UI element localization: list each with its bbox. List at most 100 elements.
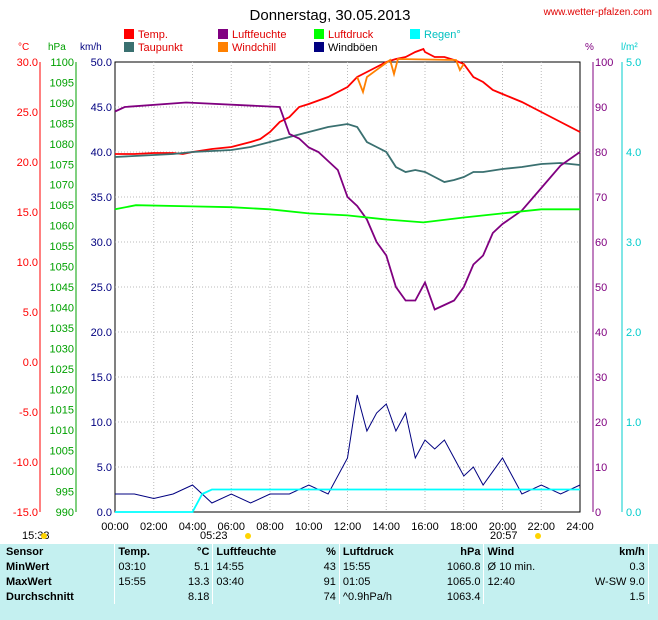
series-layer	[114, 47, 581, 513]
source-link[interactable]: www.wetter-pfalzen.com	[543, 7, 652, 18]
legend-label: Windchill	[232, 42, 276, 54]
time-tick-label: 22:00	[527, 521, 555, 533]
pct-tick-label: 40	[595, 327, 607, 339]
legend-swatch	[410, 29, 420, 39]
time-tick-label: 08:00	[256, 521, 284, 533]
pct-tick-label: 60	[595, 237, 607, 249]
kmh-tick-label: 0.0	[97, 507, 112, 519]
pct-tick-label: 80	[595, 147, 607, 159]
spacer-cell	[647, 559, 658, 574]
hpa-tick-label: 1100	[50, 57, 74, 69]
hum-value: 91	[323, 575, 336, 588]
pct-tick-label: 70	[595, 192, 607, 204]
hpa-tick-label: 990	[56, 507, 74, 519]
press-time: 15:55	[338, 559, 425, 574]
hpa-tick-label: 1040	[50, 302, 74, 314]
legend-label: Windböen	[328, 42, 378, 54]
time-tick-label: 10:00	[295, 521, 323, 533]
hpa-tick-label: 995	[56, 487, 74, 499]
celsius-tick-label: 0.0	[23, 357, 38, 369]
kmh-tick-label: 45.0	[91, 102, 112, 114]
celsius-tick-label: -15.0	[13, 507, 38, 519]
celsius-tick-label: 30.0	[17, 57, 38, 69]
legend-label: Regen°	[424, 29, 461, 41]
stats-panel: Sensor Temp. °C Luftfeuchte % Luftdruck …	[0, 544, 658, 620]
spacer-cell	[647, 544, 658, 559]
hpa-tick-label: 1020	[50, 384, 74, 396]
kmh-tick-label: 35.0	[91, 192, 112, 204]
series-line-windchill	[356, 58, 465, 95]
legend-swatch	[218, 42, 228, 52]
hpa-tick-label: 1030	[50, 343, 74, 355]
sun-time-label: 15:33	[22, 530, 50, 542]
wind-header: Wind	[483, 544, 565, 559]
legend-label: Taupunkt	[138, 42, 183, 54]
hpa-tick-label: 1065	[50, 200, 74, 212]
pct-tick-label: 50	[595, 282, 607, 294]
stats-row: Durchschnitt 8.18 74 ^0.9hPa/h 1063.4 1.…	[0, 589, 658, 604]
hpa-tick-label: 1035	[50, 323, 74, 335]
hpa-tick-label: 1075	[50, 159, 74, 171]
legend-swatch	[218, 29, 228, 39]
legend-swatch	[124, 29, 134, 39]
series-line-windben	[115, 394, 581, 504]
pct-tick-label: 100	[595, 57, 613, 69]
hpa-tick-label: 1090	[50, 98, 74, 110]
celsius-tick-label: 15.0	[17, 207, 38, 219]
spacer-cell	[647, 574, 658, 589]
press-value: 1060.8	[446, 560, 481, 573]
legend-swatch	[314, 42, 324, 52]
hpa-tick-label: 1005	[50, 446, 74, 458]
temp-time: 15:55	[114, 574, 172, 589]
axis-ticks: 30.0 25.0 20.0 15.0 10.0 5.0 0.0 -5.0 -10.0 -15.0…	[13, 57, 641, 533]
hum-header: Luftfeuchte	[212, 544, 312, 559]
pct-tick-label: 30	[595, 372, 607, 384]
time-tick-label: 24:00	[566, 521, 594, 533]
hpa-tick-label: 1025	[50, 364, 74, 376]
series-line-luftfeuchte	[114, 101, 581, 311]
rain-tick-label: 5.0	[626, 57, 641, 69]
legend-label: Luftdruck	[328, 29, 374, 41]
sun-time-label: 20:57	[490, 530, 518, 542]
wind-value: W-SW 9.0	[594, 575, 645, 588]
hum-value: 74	[323, 590, 336, 603]
temp-header: Temp.	[114, 544, 172, 559]
kmh-axis-unit: km/h	[80, 42, 102, 53]
kmh-tick-label: 50.0	[91, 57, 112, 69]
sun-time-label: 05:23	[200, 530, 228, 542]
hpa-tick-label: 1070	[50, 180, 74, 192]
hpa-tick-label: 1050	[50, 262, 74, 274]
wind-time: 12:40	[483, 574, 565, 589]
hpa-tick-label: 1095	[50, 77, 74, 89]
time-tick-label: 18:00	[450, 521, 478, 533]
spacer-cell	[647, 589, 658, 604]
pct-axis-unit: %	[585, 42, 594, 53]
celsius-axis-unit: °C	[18, 42, 29, 53]
press-value: 1065.0	[446, 575, 481, 588]
time-tick-label: 14:00	[372, 521, 400, 533]
kmh-tick-label: 5.0	[97, 462, 112, 474]
hum-time	[212, 589, 312, 604]
hpa-tick-label: 1055	[50, 241, 74, 253]
hpa-tick-label: 1000	[50, 466, 74, 478]
legend-label: Luftfeuchte	[232, 29, 286, 41]
temp-value: 5.1	[194, 560, 210, 573]
row-label: MinWert	[6, 560, 50, 573]
kmh-tick-label: 40.0	[91, 147, 112, 159]
temp-time	[114, 589, 172, 604]
pct-tick-label: 90	[595, 102, 607, 114]
temp-unit-header: °C	[197, 545, 210, 558]
sun-icon	[245, 533, 251, 539]
series-line-temp	[115, 47, 581, 155]
legend-swatch	[314, 29, 324, 39]
wind-unit-header: km/h	[619, 545, 645, 558]
legend-swatch	[124, 42, 134, 52]
hpa-tick-label: 1015	[50, 405, 74, 417]
celsius-tick-label: -5.0	[19, 407, 38, 419]
kmh-tick-label: 25.0	[91, 282, 112, 294]
wind-value: 0.3	[629, 560, 645, 573]
hpa-tick-label: 1080	[50, 139, 74, 151]
celsius-tick-label: 5.0	[23, 307, 38, 319]
sun-icon	[41, 533, 47, 539]
time-tick-label: 12:00	[334, 521, 362, 533]
